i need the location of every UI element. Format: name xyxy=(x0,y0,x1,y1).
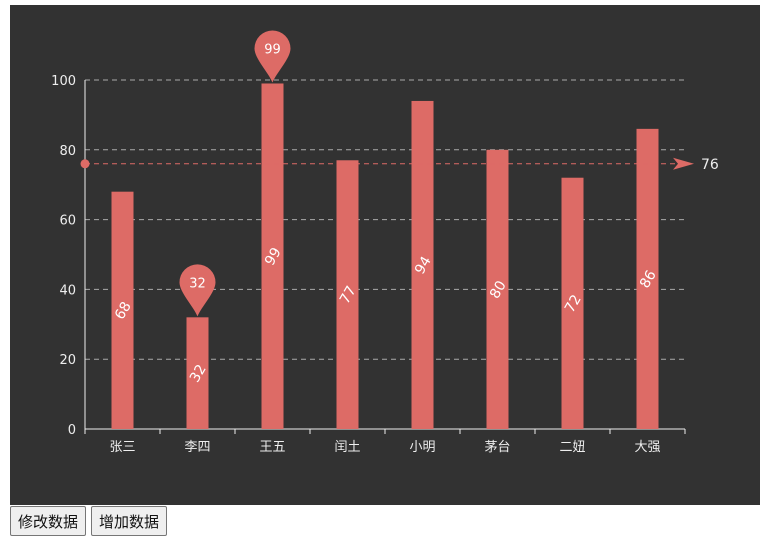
bar-value-label: 94 xyxy=(412,254,435,278)
y-tick-label: 60 xyxy=(59,214,76,229)
x-tick-label: 小明 xyxy=(409,440,435,455)
x-tick-label: 闰土 xyxy=(334,440,360,455)
x-tick-label: 大强 xyxy=(634,440,660,455)
add-data-button[interactable]: 增加数据 xyxy=(91,506,168,536)
bar-value-label: 77 xyxy=(337,283,360,306)
bar xyxy=(111,191,134,429)
mark-point-label: 99 xyxy=(264,42,281,57)
bar-chart: 0 20 40 60 80 100 张三 李四 王五 闰土 小明 茅台 二妞 大强 68 32 99 77 94 80… xyxy=(51,30,719,455)
chart-panel: 0 20 40 60 80 100 张三 李四 王五 闰土 小明 茅台 二妞 大强 68 32 99 77 94 80… xyxy=(10,5,760,505)
mark-line-start xyxy=(80,159,90,169)
mark-point-pin xyxy=(179,264,216,317)
y-tick-label: 20 xyxy=(59,353,76,368)
bar-value-label: 72 xyxy=(562,292,585,315)
button-row: 修改数据 增加数据 xyxy=(10,506,168,536)
x-tick-label: 王五 xyxy=(259,440,285,455)
bar-value-label: 68 xyxy=(112,299,135,322)
y-tick-label: 80 xyxy=(59,144,76,159)
bar-value-label: 80 xyxy=(487,278,510,301)
x-tick-label: 张三 xyxy=(109,440,135,455)
bar xyxy=(486,149,509,430)
bar-value-label: 99 xyxy=(262,245,285,268)
bar xyxy=(261,83,284,430)
mark-line-label: 76 xyxy=(701,157,719,173)
bar-value-label: 32 xyxy=(187,362,210,385)
y-tick-label: 100 xyxy=(51,74,76,89)
bar xyxy=(186,317,209,429)
modify-data-button[interactable]: 修改数据 xyxy=(10,506,87,536)
mark-line-arrow xyxy=(673,157,694,170)
y-tick-label: 0 xyxy=(68,423,76,438)
bar xyxy=(636,128,659,430)
x-tick-label: 二妞 xyxy=(559,440,585,455)
mark-point-label: 32 xyxy=(189,276,206,291)
bar xyxy=(561,177,584,429)
mark-point-pin xyxy=(254,30,291,83)
bar xyxy=(411,100,434,429)
y-tick-label: 40 xyxy=(59,283,76,298)
x-tick-label: 茅台 xyxy=(484,440,510,455)
bar-value-label: 86 xyxy=(637,268,660,292)
x-tick-label: 李四 xyxy=(184,440,210,455)
bar xyxy=(336,160,359,429)
